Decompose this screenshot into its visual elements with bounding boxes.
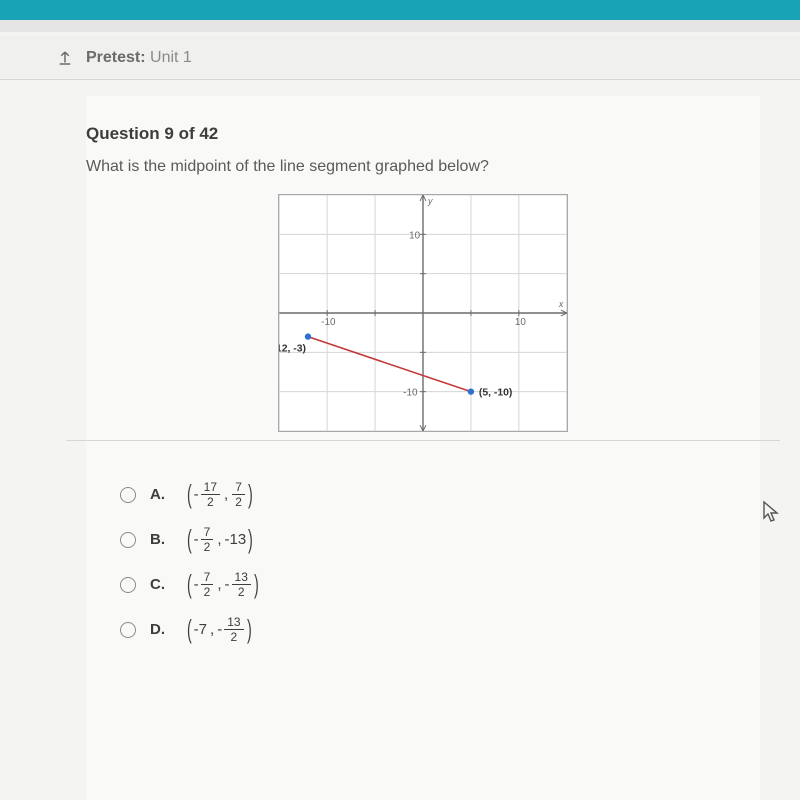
option-key: A. — [150, 486, 165, 503]
option-value: (-172,72) — [185, 481, 255, 508]
pretest-title: Pretest: Unit 1 — [86, 49, 192, 67]
question-prompt: What is the midpoint of the line segment… — [86, 144, 760, 176]
question-counter: Question 9 of 42 — [86, 96, 760, 144]
svg-text:(-12, -3): (-12, -3) — [279, 343, 306, 354]
divider — [66, 440, 780, 441]
cursor-icon — [762, 500, 780, 524]
question-sheet: Question 9 of 42 What is the midpoint of… — [86, 96, 760, 800]
option-A[interactable]: A. (-172,72) — [120, 481, 760, 508]
option-key: C. — [150, 576, 165, 593]
option-value: (-72,-13) — [185, 526, 255, 553]
radio-icon[interactable] — [120, 487, 136, 503]
radio-icon[interactable] — [120, 622, 136, 638]
option-key: B. — [150, 531, 165, 548]
svg-text:10: 10 — [515, 317, 527, 328]
svg-text:x: x — [558, 299, 564, 309]
option-value: (-72,-132) — [185, 571, 261, 598]
radio-icon[interactable] — [120, 532, 136, 548]
svg-text:-10: -10 — [403, 388, 418, 399]
option-C[interactable]: C. (-72,-132) — [120, 571, 760, 598]
svg-text:(5, -10): (5, -10) — [479, 388, 513, 399]
option-B[interactable]: B. (-72,-13) — [120, 526, 760, 553]
return-icon[interactable] — [56, 49, 74, 67]
option-key: D. — [150, 621, 165, 638]
svg-text:-10: -10 — [321, 317, 336, 328]
option-value: (-7,-132) — [185, 616, 253, 643]
svg-text:10: 10 — [409, 230, 421, 241]
pretest-header: Pretest: Unit 1 — [0, 36, 800, 80]
midpoint-graph: x y 10 -10 10 -10 (-12, -3) (5, -10) — [278, 194, 568, 432]
radio-icon[interactable] — [120, 577, 136, 593]
answer-options: A. (-172,72) B. (-72,-13) C. (-72,-132) D. (-7,… — [120, 481, 760, 643]
svg-text:y: y — [427, 196, 433, 206]
option-D[interactable]: D. (-7,-132) — [120, 616, 760, 643]
